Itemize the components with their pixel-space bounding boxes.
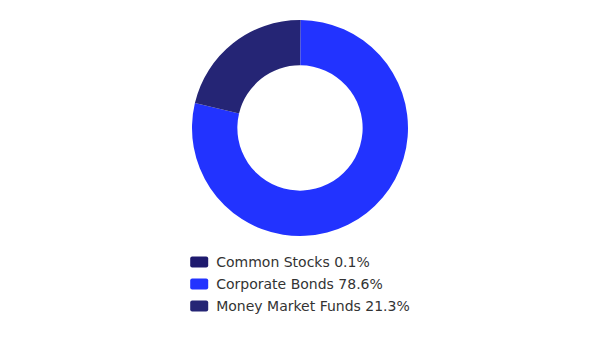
slice — [192, 20, 408, 236]
legend-label: Common Stocks 0.1% — [216, 254, 370, 270]
slice — [195, 20, 300, 114]
legend-label: Corporate Bonds 78.6% — [216, 276, 383, 292]
legend-swatch — [190, 257, 208, 268]
chart: Common Stocks 0.1% Corporate Bonds 78.6% M… — [0, 0, 600, 360]
legend: Common Stocks 0.1% Corporate Bonds 78.6% M… — [190, 254, 410, 314]
legend-label: Money Market Funds 21.3% — [216, 298, 410, 314]
legend-swatch — [190, 279, 208, 290]
legend-swatch — [190, 301, 208, 312]
slices — [192, 20, 408, 236]
